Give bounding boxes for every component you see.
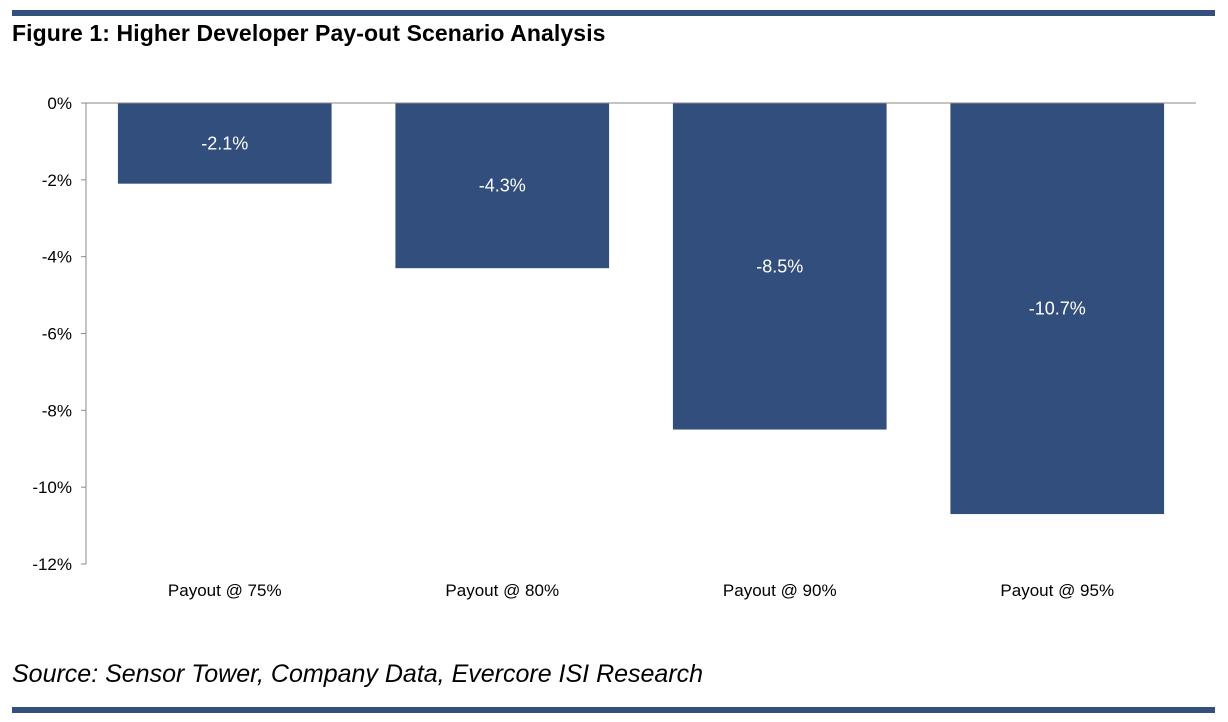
bar-chart: 0% -2% -4% -6% -8% -10% -12% -2.1% Payout @ 75% -… <box>32 94 1196 600</box>
bar <box>672 103 887 430</box>
source-note: Source: Sensor Tower, Company Data, Ever… <box>12 660 704 688</box>
y-tick-label: -12% <box>32 555 72 574</box>
x-category-label: Payout @ 75% <box>168 581 282 600</box>
y-tick-label: 0% <box>47 94 72 113</box>
x-category-label: Payout @ 90% <box>723 581 837 600</box>
bar-data-label: -10.7% <box>1029 299 1086 319</box>
bar <box>117 103 332 184</box>
bar <box>395 103 610 269</box>
y-tick-label: -6% <box>42 325 72 344</box>
bar-data-label: -8.5% <box>756 256 803 276</box>
y-tick-label: -10% <box>32 478 72 497</box>
bar-data-label: -2.1% <box>201 133 248 153</box>
x-category-label: Payout @ 95% <box>1000 581 1114 600</box>
y-tick-label: -2% <box>42 171 72 190</box>
bottom-rule <box>12 707 1215 713</box>
bar-data-label: -4.3% <box>479 176 526 196</box>
y-tick-label: -4% <box>42 248 72 267</box>
figure-title: Figure 1: Higher Developer Pay-out Scena… <box>12 20 606 46</box>
y-tick-label: -8% <box>42 401 72 420</box>
bar <box>950 103 1165 515</box>
top-rule <box>12 10 1215 16</box>
x-category-label: Payout @ 80% <box>445 581 559 600</box>
